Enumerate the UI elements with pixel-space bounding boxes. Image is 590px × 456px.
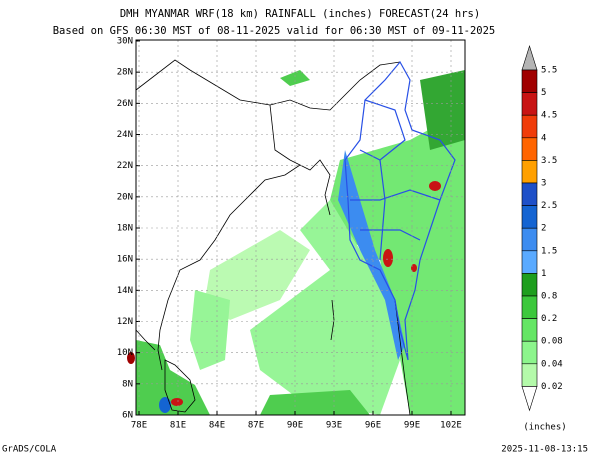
rain-area	[190, 290, 230, 370]
coast	[394, 299, 411, 416]
lat-label: 30N	[117, 37, 133, 47]
colorbar-label: 0.08	[541, 337, 563, 347]
colorbar-unit: (inches)	[523, 423, 566, 433]
colorbar-box	[521, 363, 538, 387]
lon-label: 81E	[170, 421, 186, 431]
colorbar-label: 5	[541, 88, 546, 98]
map-frame	[135, 39, 466, 416]
lat-label: 16N	[117, 255, 133, 265]
colorbar-label: 1	[541, 269, 546, 279]
colorbar-cap	[521, 44, 538, 71]
lat-label: 14N	[117, 286, 133, 296]
colorbar-label: 2.5	[541, 201, 557, 211]
lon-label: 84E	[209, 421, 225, 431]
border	[344, 60, 456, 361]
subtitle: Based on GFS 06:30 MST of 08-11-2025 val…	[53, 25, 496, 37]
colorbar-box	[521, 205, 538, 229]
lon-label: 87E	[248, 421, 264, 431]
colorbar-label: 3.5	[541, 156, 557, 166]
lon-label: 90E	[287, 421, 303, 431]
grid: 30N 28N 26N 24N 22N 20N 18N 16N 14N 12N 10N 8N 6N78E…	[117, 37, 465, 431]
footer-left: GrADS/COLA	[2, 445, 57, 455]
colorbar-cap	[521, 386, 538, 412]
colorbar-label: 3	[541, 179, 546, 189]
heavy-rain	[127, 150, 441, 413]
rain-core	[411, 264, 417, 272]
colorbar-label: 0.2	[541, 314, 557, 324]
colorbar-box	[521, 114, 538, 139]
colorbar-label: 0.02	[541, 382, 563, 392]
lon-label: 93E	[326, 421, 342, 431]
colorbar-box	[521, 273, 538, 297]
coast	[157, 164, 301, 371]
lat-label: 24N	[117, 130, 133, 140]
rain-area	[420, 70, 465, 150]
colorbar-label: 1.5	[541, 246, 557, 256]
rain-core	[429, 181, 441, 191]
colorbar-box	[521, 250, 538, 274]
colorbar-box	[521, 137, 538, 161]
colorbar-label: 0.04	[541, 359, 563, 369]
colorbar-box	[521, 160, 538, 184]
lat-label: 22N	[117, 161, 133, 171]
border	[350, 99, 441, 261]
colorbar-label: 4.5	[541, 111, 557, 121]
colorbar-label: 2	[541, 224, 546, 234]
rain-area	[205, 230, 310, 320]
lon-label: 96E	[365, 421, 381, 431]
rain-area	[250, 200, 400, 415]
rain-core	[171, 398, 183, 406]
colorbar-box	[521, 69, 538, 93]
lon-label: 102E	[440, 421, 462, 431]
rain-area	[260, 390, 370, 415]
colorbar-label: 4	[541, 133, 546, 143]
rain-core	[159, 397, 171, 413]
lon-label: 99E	[404, 421, 420, 431]
rain-core	[338, 150, 405, 360]
rain-core	[127, 352, 135, 364]
rain-area	[280, 70, 310, 86]
rain-core	[383, 249, 393, 267]
colorbar-label: 0.8	[541, 292, 557, 302]
colorbar-box	[521, 227, 538, 252]
colorbar-box	[521, 295, 538, 319]
colorbar-box	[521, 182, 538, 206]
footer-right: 2025-11-08-13:15	[501, 445, 588, 455]
border	[135, 59, 401, 111]
lat-label: 8N	[122, 379, 133, 389]
coast	[135, 329, 156, 351]
title: DMH MYANMAR WRF(18 km) RAINFALL (inches)…	[120, 8, 480, 20]
lat-label: 18N	[117, 224, 133, 234]
lat-label: 20N	[117, 192, 133, 202]
map	[127, 40, 465, 416]
lat-label: 10N	[117, 348, 133, 358]
colorbar-label: 5.5	[541, 66, 557, 76]
colorbar: 5.5 5 4.5 4 3.5 3 2.5 2 1.5 1 0.8 0.2 0.08 0.04 0.02	[521, 44, 563, 412]
lat-label: 12N	[117, 317, 133, 327]
coast	[269, 104, 331, 216]
lat-label: 26N	[117, 99, 133, 109]
colorbar-box	[521, 318, 538, 342]
lat-label: 6N	[122, 411, 133, 421]
colorbar-box	[521, 340, 538, 365]
state-borders	[344, 60, 456, 361]
lat-label: 28N	[117, 68, 133, 78]
island	[164, 359, 196, 413]
lon-label: 78E	[131, 421, 147, 431]
colorbar-box	[521, 92, 538, 116]
rain-area	[136, 340, 210, 415]
